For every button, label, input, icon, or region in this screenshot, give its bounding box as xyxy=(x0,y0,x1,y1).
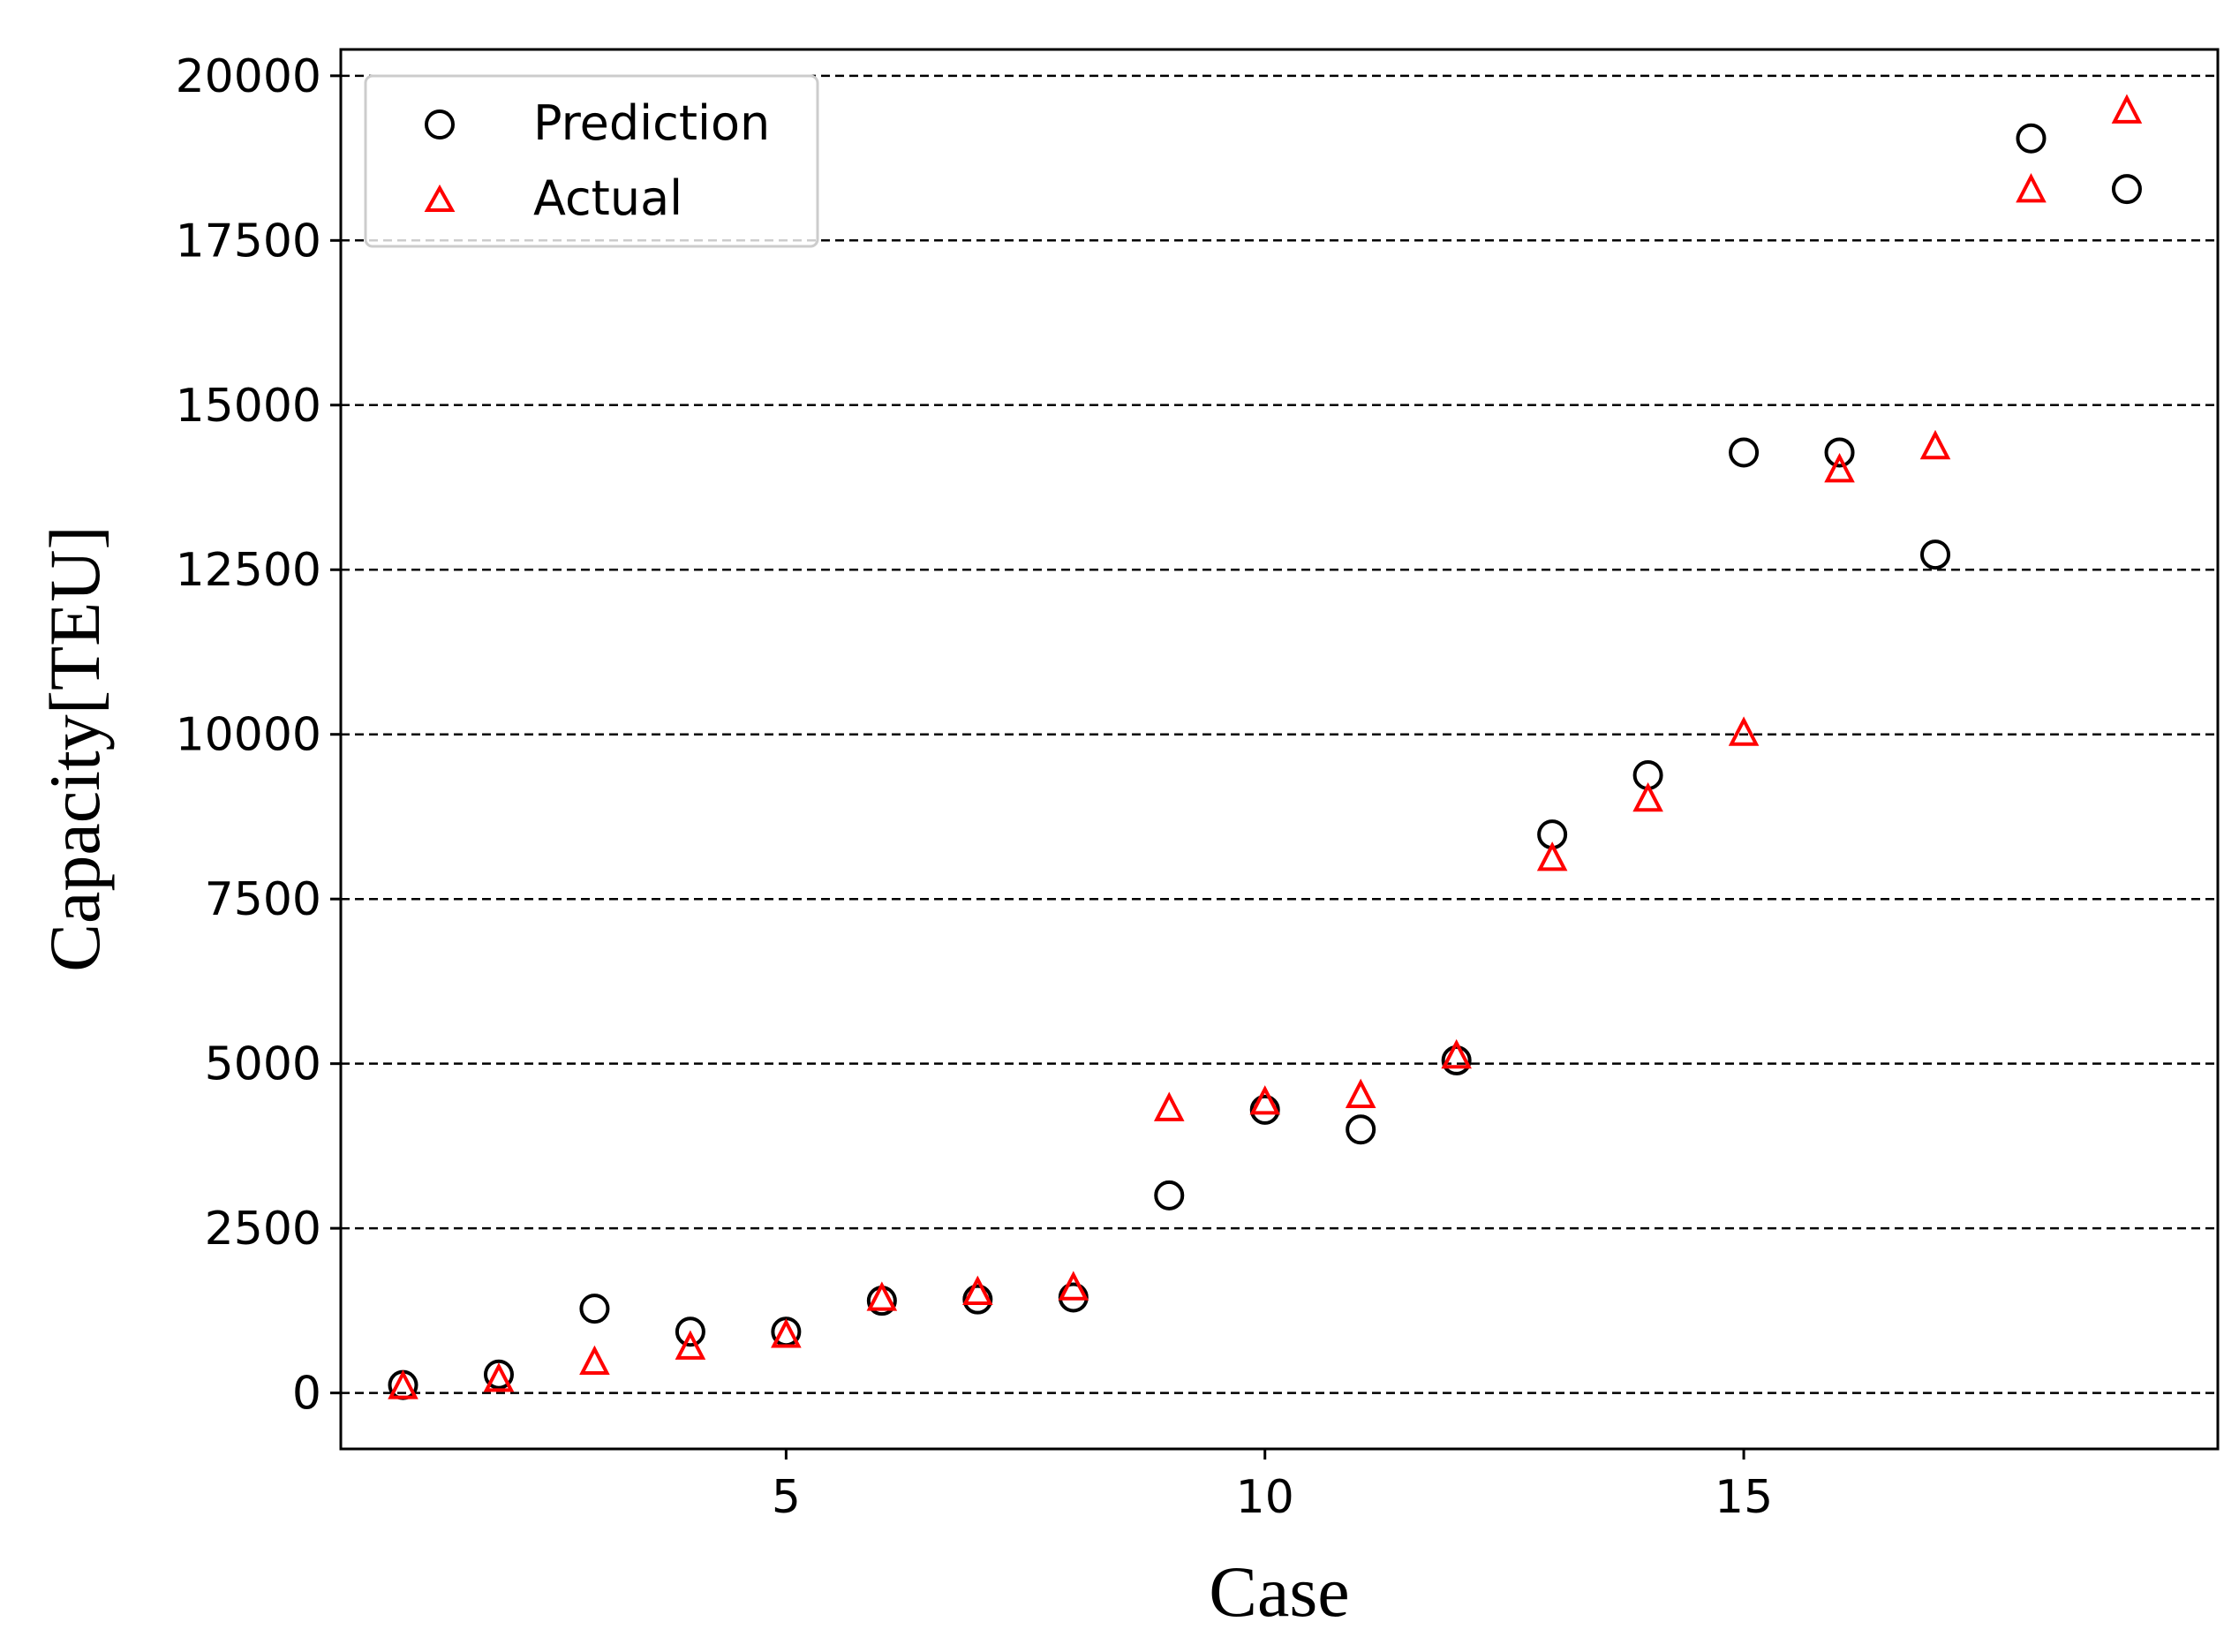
actual-point xyxy=(1536,841,1568,871)
actual-point xyxy=(1728,716,1760,746)
y-tick-label: 15000 xyxy=(176,380,321,433)
prediction-point xyxy=(1920,539,1951,570)
legend-label-actual: Actual xyxy=(533,170,682,226)
actual-point xyxy=(1249,1085,1281,1115)
actual-point xyxy=(675,1330,706,1360)
y-axis-title: Capacity[TEU] xyxy=(34,525,115,971)
x-axis-title: Case xyxy=(1209,1551,1349,1632)
x-tick-label: 5 xyxy=(772,1471,801,1524)
y-tick-label: 10000 xyxy=(176,709,321,762)
actual-point xyxy=(2016,173,2047,203)
prediction-point xyxy=(579,1294,610,1324)
prediction-point xyxy=(962,1284,993,1315)
y-tick-label: 20000 xyxy=(176,50,321,103)
actual-point xyxy=(483,1362,515,1392)
actual-point xyxy=(1058,1271,1089,1301)
actual-point xyxy=(1441,1038,1472,1069)
actual-point xyxy=(1632,781,1663,812)
legend: Prediction Actual xyxy=(364,74,819,248)
grid-lines xyxy=(341,74,2218,1394)
y-tick-label: 7500 xyxy=(205,873,321,926)
prediction-point xyxy=(1346,1114,1376,1145)
plot-frame xyxy=(339,48,2220,1451)
y-tick-label: 5000 xyxy=(205,1038,321,1091)
actual-point xyxy=(388,1369,418,1399)
actual-point xyxy=(1153,1091,1185,1121)
legend-label-prediction: Prediction xyxy=(533,95,770,151)
actual-point xyxy=(771,1318,802,1348)
actual-point xyxy=(866,1281,898,1311)
prediction-point xyxy=(675,1316,705,1347)
prediction-point xyxy=(1441,1045,1472,1075)
actual-point xyxy=(579,1345,610,1376)
actual-point xyxy=(1919,429,1951,460)
legend-box xyxy=(364,74,819,248)
y-tick-label: 12500 xyxy=(176,544,321,597)
actual-point xyxy=(1345,1078,1376,1108)
prediction-point xyxy=(2016,123,2047,154)
prediction-point xyxy=(2111,174,2142,205)
x-tick-label: 15 xyxy=(1715,1471,1773,1524)
x-axis-ticks: 5 10 15 xyxy=(772,1449,1773,1524)
y-tick-label: 2500 xyxy=(205,1203,321,1256)
y-axis-ticks: 0 2500 5000 7500 10000 12500 15000 17500 20000 xyxy=(176,50,341,1421)
prediction-point xyxy=(1729,437,1760,468)
legend-triangle-icon xyxy=(424,184,456,212)
legend-circle-icon xyxy=(425,109,455,140)
actual-point xyxy=(962,1275,993,1305)
prediction-point xyxy=(1824,437,1855,468)
prediction-point xyxy=(1154,1180,1185,1211)
data-markers xyxy=(388,94,2143,1400)
y-tick-label: 17500 xyxy=(176,215,321,268)
prediction-point xyxy=(483,1359,514,1390)
prediction-point xyxy=(1249,1094,1280,1125)
actual-point xyxy=(2111,94,2143,124)
y-tick-label: 0 xyxy=(292,1368,321,1421)
x-tick-label: 10 xyxy=(1236,1471,1294,1524)
actual-point xyxy=(1824,453,1855,483)
